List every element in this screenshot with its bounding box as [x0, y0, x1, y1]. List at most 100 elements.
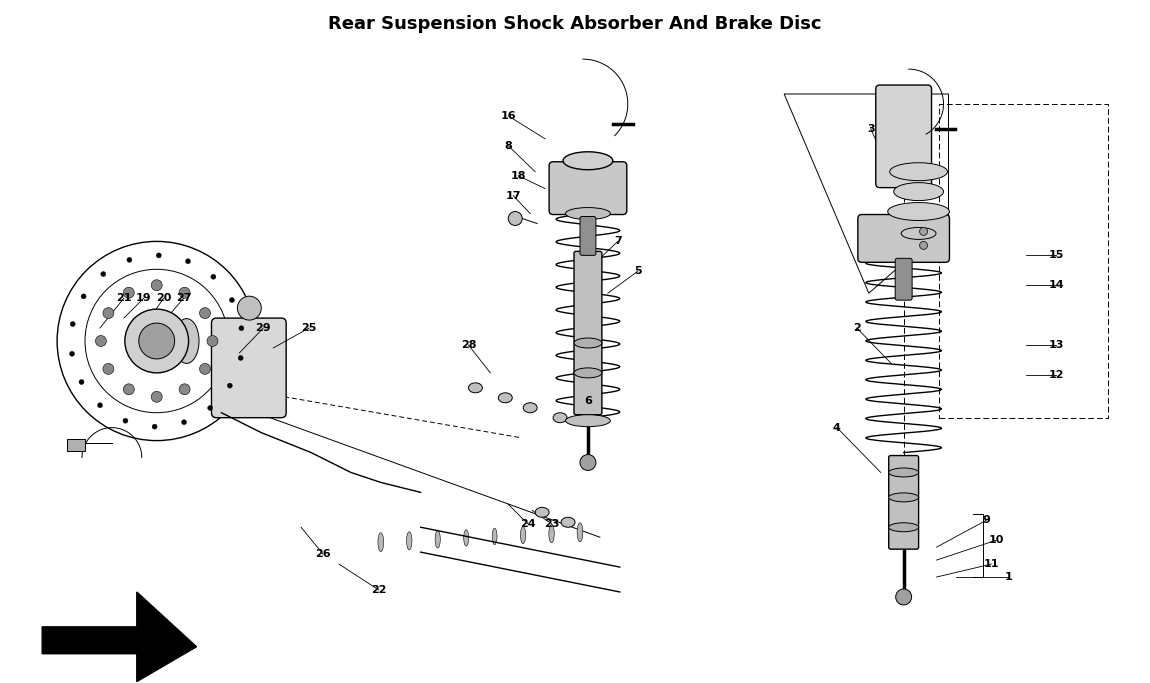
Ellipse shape [889, 522, 919, 532]
FancyBboxPatch shape [889, 456, 919, 549]
Circle shape [182, 419, 186, 425]
Ellipse shape [564, 152, 613, 169]
Circle shape [508, 212, 522, 225]
Text: 7: 7 [614, 236, 622, 247]
Ellipse shape [468, 383, 482, 393]
Ellipse shape [561, 517, 575, 527]
Text: 12: 12 [1049, 370, 1064, 380]
Ellipse shape [889, 468, 919, 477]
Text: 10: 10 [989, 535, 1004, 545]
Circle shape [69, 351, 75, 357]
Ellipse shape [535, 507, 549, 517]
Circle shape [239, 326, 244, 331]
Circle shape [104, 363, 114, 374]
Text: 22: 22 [371, 585, 386, 595]
Ellipse shape [888, 203, 950, 221]
Text: 21: 21 [116, 293, 131, 303]
Circle shape [123, 418, 128, 423]
Ellipse shape [889, 493, 919, 502]
Text: 8: 8 [505, 141, 512, 151]
Text: 18: 18 [511, 171, 526, 181]
Circle shape [580, 455, 596, 471]
Ellipse shape [498, 393, 512, 403]
Circle shape [70, 322, 75, 326]
Ellipse shape [574, 368, 601, 378]
Text: 1: 1 [1004, 572, 1012, 582]
Circle shape [179, 288, 190, 298]
Text: 23: 23 [544, 519, 560, 529]
Circle shape [101, 272, 106, 277]
Ellipse shape [549, 525, 554, 543]
Ellipse shape [492, 529, 497, 544]
Circle shape [104, 307, 114, 318]
Text: Rear Suspension Shock Absorber And Brake Disc: Rear Suspension Shock Absorber And Brake… [328, 15, 822, 33]
Ellipse shape [407, 532, 412, 550]
Circle shape [126, 257, 132, 262]
Text: 9: 9 [982, 515, 990, 525]
Ellipse shape [435, 531, 440, 548]
FancyBboxPatch shape [876, 85, 932, 188]
FancyBboxPatch shape [212, 318, 286, 418]
Circle shape [200, 307, 210, 318]
Text: 20: 20 [156, 293, 171, 303]
FancyBboxPatch shape [895, 258, 912, 300]
Bar [67, 438, 85, 451]
Circle shape [228, 383, 232, 388]
Circle shape [920, 241, 928, 249]
Circle shape [210, 275, 216, 279]
Ellipse shape [566, 208, 611, 219]
Text: 25: 25 [301, 323, 316, 333]
Text: 5: 5 [634, 266, 642, 277]
Polygon shape [43, 592, 197, 682]
Circle shape [123, 384, 135, 395]
Text: 11: 11 [983, 559, 999, 569]
Circle shape [79, 380, 84, 385]
Ellipse shape [553, 413, 567, 423]
Ellipse shape [574, 338, 601, 348]
Ellipse shape [890, 163, 948, 181]
Circle shape [185, 259, 191, 264]
Text: 17: 17 [506, 191, 521, 201]
Text: 27: 27 [176, 293, 191, 303]
Circle shape [237, 296, 261, 320]
Text: 19: 19 [136, 293, 152, 303]
Circle shape [82, 294, 86, 299]
Text: 3: 3 [867, 124, 875, 134]
Circle shape [125, 309, 189, 373]
Text: 2: 2 [853, 323, 860, 333]
Circle shape [179, 384, 190, 395]
Circle shape [896, 589, 912, 605]
Circle shape [207, 335, 218, 346]
Ellipse shape [378, 533, 384, 552]
Text: 16: 16 [500, 111, 516, 121]
Ellipse shape [463, 530, 468, 546]
Circle shape [920, 227, 928, 236]
FancyBboxPatch shape [858, 214, 950, 262]
Text: 4: 4 [833, 423, 841, 432]
Circle shape [139, 323, 175, 359]
Circle shape [156, 253, 161, 258]
Text: 15: 15 [1049, 251, 1064, 260]
Circle shape [200, 363, 210, 374]
Ellipse shape [894, 182, 943, 201]
FancyBboxPatch shape [574, 251, 601, 415]
Text: 24: 24 [521, 519, 536, 529]
Circle shape [123, 288, 135, 298]
Circle shape [229, 298, 235, 303]
Circle shape [208, 406, 213, 410]
Text: 29: 29 [255, 323, 271, 333]
Ellipse shape [577, 522, 583, 542]
Text: 28: 28 [461, 340, 476, 350]
Text: 13: 13 [1049, 340, 1064, 350]
Circle shape [95, 335, 107, 346]
Text: 6: 6 [584, 395, 592, 406]
Ellipse shape [174, 318, 199, 363]
FancyBboxPatch shape [580, 217, 596, 255]
Ellipse shape [566, 415, 611, 427]
Circle shape [152, 280, 162, 291]
Circle shape [152, 391, 162, 402]
Ellipse shape [521, 527, 526, 544]
Circle shape [238, 355, 243, 361]
Text: 14: 14 [1048, 280, 1064, 290]
Circle shape [98, 403, 102, 408]
